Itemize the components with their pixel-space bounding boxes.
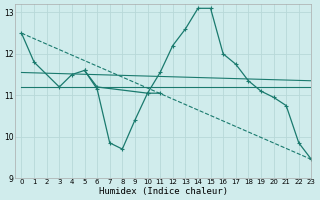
X-axis label: Humidex (Indice chaleur): Humidex (Indice chaleur) bbox=[99, 187, 228, 196]
